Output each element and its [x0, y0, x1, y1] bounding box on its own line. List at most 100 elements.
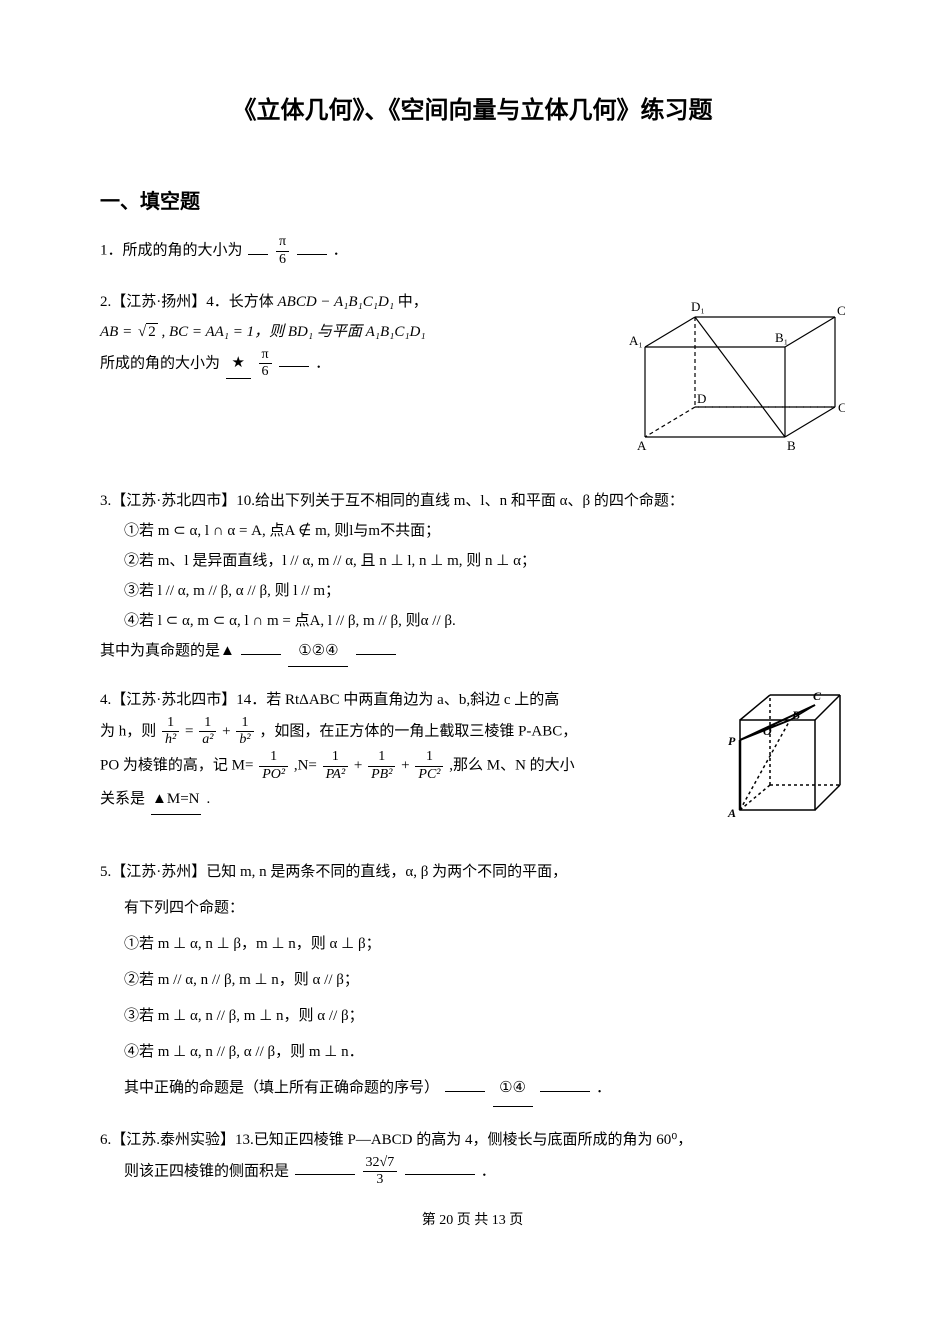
label-P: P — [728, 734, 736, 748]
label-B: B — [787, 438, 796, 453]
frac-num: 1 — [236, 715, 253, 733]
cuboid-figure: A B C D A₁ B₁ C₁ D₁ — [615, 287, 845, 468]
frac-den: 3 — [363, 1172, 398, 1189]
frac: 1PC² — [415, 749, 443, 784]
q2-text: , BC = AA₁ = 1，则 BD₁ 与平面 A₁B₁C₁D₁ — [161, 324, 425, 340]
frac-den: 6 — [259, 364, 272, 381]
frac-num: 1 — [162, 715, 179, 733]
blank — [540, 1091, 590, 1092]
page-title: 《立体几何》、《空间向量与立体几何》练习题 — [100, 90, 845, 125]
q1-answer-frac: π 6 — [276, 234, 289, 269]
label-A1: A₁ — [629, 333, 643, 348]
label-B1: B₁ — [775, 330, 788, 345]
cube-corner-figure: P A B C O — [725, 685, 845, 836]
q3-item: ③若 l // α, m // β, α // β, 则 l // m； — [100, 576, 845, 606]
q2-text: 所成的角的大小为 — [100, 355, 220, 371]
label-D: D — [697, 391, 706, 406]
frac: 1a² — [199, 715, 216, 750]
q5-tail: 其中正确的命题是（填上所有正确命题的序号） — [124, 1080, 439, 1096]
page: 《立体几何》、《空间向量与立体几何》练习题 一、填空题 1．所成的角的大小为 π… — [0, 0, 945, 1269]
q6-line1: 6.【江苏.泰州实验】13.已知正四棱锥 P—ABCD 的高为 4，侧棱长与底面… — [100, 1125, 845, 1155]
blank — [445, 1091, 485, 1092]
q6-text: 则该正四棱锥的侧面积是 — [124, 1163, 289, 1179]
q5-item: ②若 m // α, n // β, m ⊥ n，则 α // β； — [100, 962, 845, 998]
q2-text: AB = — [100, 324, 136, 340]
blank — [356, 654, 396, 655]
frac-num: π — [276, 234, 289, 252]
frac-den: b² — [236, 732, 253, 749]
page-footer: 第 20 页 共 13 页 — [100, 1209, 845, 1229]
sqrt-radicand: 2 — [146, 323, 158, 340]
frac-den: 6 — [276, 252, 289, 269]
label-A: A — [727, 806, 736, 820]
frac: 1PB² — [368, 749, 395, 784]
q3-item: ①若 m ⊂ α, l ∩ α = A, 点A ∉ m, 则l与m不共面； — [100, 516, 845, 546]
q4-text: ,那么 M、N 的大小 — [449, 758, 574, 774]
frac-den: PO² — [259, 767, 288, 784]
frac-den: PB² — [368, 767, 395, 784]
blank — [241, 654, 281, 655]
label-B: B — [791, 708, 800, 722]
q5-item: ③若 m ⊥ α, n // β, m ⊥ n，则 α // β； — [100, 998, 845, 1034]
blank: ★ — [226, 348, 251, 379]
frac-num: π — [259, 347, 272, 365]
frac-den: a² — [199, 732, 216, 749]
q2-text: 2.【江苏·扬州】4．长方体 — [100, 294, 278, 310]
frac-den: h² — [162, 732, 179, 749]
label-C: C — [838, 400, 845, 415]
frac-num: 32√7 — [363, 1155, 398, 1173]
question-6: 6.【江苏.泰州实验】13.已知正四棱锥 P—ABCD 的高为 4，侧棱长与底面… — [100, 1125, 845, 1190]
star-icon: ★ — [232, 355, 245, 371]
question-3: 3.【江苏·苏北四市】10.给出下列关于互不相同的直线 m、l、n 和平面 α、… — [100, 486, 845, 667]
q2-expr: ABCD − A₁B₁C₁D₁ — [278, 294, 395, 310]
q4-answer: ▲M=N — [151, 784, 201, 815]
q6-suffix: ． — [481, 1163, 496, 1179]
q1-suffix: ． — [333, 243, 348, 259]
label-A: A — [637, 438, 647, 453]
frac-den: PC² — [415, 767, 443, 784]
label-C1: C₁ — [837, 303, 845, 318]
blank — [279, 366, 309, 367]
frac-num: 1 — [368, 749, 395, 767]
q5-item: ④若 m ⊥ α, n // β, α // β，则 m ⊥ n． — [100, 1034, 845, 1070]
blank — [248, 254, 268, 255]
cuboid-svg: A B C D A₁ B₁ C₁ D₁ — [615, 287, 845, 457]
q2-answer-frac: π 6 — [259, 347, 272, 382]
question-4: P A B C O 4.【江苏·苏北四市】14．若 RtΔABC 中两直角边为 … — [100, 685, 845, 836]
q3-item: ②若 m、l 是异面直线，l // α, m // α, 且 n ⊥ l, n … — [100, 546, 845, 576]
q4-text: 为 h，则 — [100, 723, 156, 739]
blank — [295, 1174, 355, 1175]
section-heading: 一、填空题 — [100, 185, 845, 214]
frac-num: 1 — [259, 749, 288, 767]
frac: 1b² — [236, 715, 253, 750]
q5-head: 5.【江苏·苏州】已知 m, n 是两条不同的直线，α, β 为两个不同的平面， — [100, 854, 845, 890]
q4-text: PO 为棱锥的高，记 M= — [100, 758, 253, 774]
frac-den: PA² — [323, 767, 349, 784]
label-D1: D₁ — [691, 299, 705, 314]
cube-svg: P A B C O — [725, 685, 845, 825]
q6-answer-frac: 32√7 3 — [363, 1155, 398, 1190]
q1-text: 1．所成的角的大小为 — [100, 243, 243, 259]
question-5: 5.【江苏·苏州】已知 m, n 是两条不同的直线，α, β 为两个不同的平面，… — [100, 854, 845, 1107]
label-C: C — [813, 689, 822, 703]
q5-sub: 有下列四个命题： — [100, 890, 845, 926]
q3-tail: 其中为真命题的是▲ — [100, 643, 235, 659]
frac: 1h² — [162, 715, 179, 750]
q4-suffix: . — [207, 791, 211, 807]
q3-item: ④若 l ⊂ α, m ⊂ α, l ∩ m = 点A, l // β, m /… — [100, 606, 845, 636]
frac: 1PA² — [323, 749, 349, 784]
q4-text: 关系是 — [100, 791, 145, 807]
q4-text: ,N= — [294, 758, 317, 774]
q2-text: 中， — [398, 294, 428, 310]
q5-suffix: ． — [596, 1080, 611, 1096]
label-O: O — [763, 724, 772, 738]
question-2: A B C D A₁ B₁ C₁ D₁ 2.【江苏·扬州】4．长方体 ABCD … — [100, 287, 845, 468]
q5-answer: ①④ — [493, 1070, 533, 1107]
blank — [405, 1174, 475, 1175]
q5-item: ①若 m ⊥ α, n ⊥ β，m ⊥ n，则 α ⊥ β； — [100, 926, 845, 962]
sqrt-icon: √2 — [136, 317, 158, 347]
frac-num: 1 — [199, 715, 216, 733]
question-1: 1．所成的角的大小为 π 6 ． — [100, 234, 845, 269]
frac-num: 1 — [323, 749, 349, 767]
q4-text: ，如图，在正方体的一角上截取三棱锥 P-ABC， — [259, 723, 577, 739]
